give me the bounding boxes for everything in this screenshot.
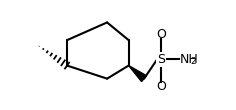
- Polygon shape: [129, 66, 147, 82]
- Text: NH: NH: [180, 53, 199, 66]
- Text: 2: 2: [191, 57, 196, 66]
- Text: S: S: [157, 53, 165, 66]
- Text: O: O: [156, 28, 166, 41]
- Text: O: O: [156, 80, 166, 93]
